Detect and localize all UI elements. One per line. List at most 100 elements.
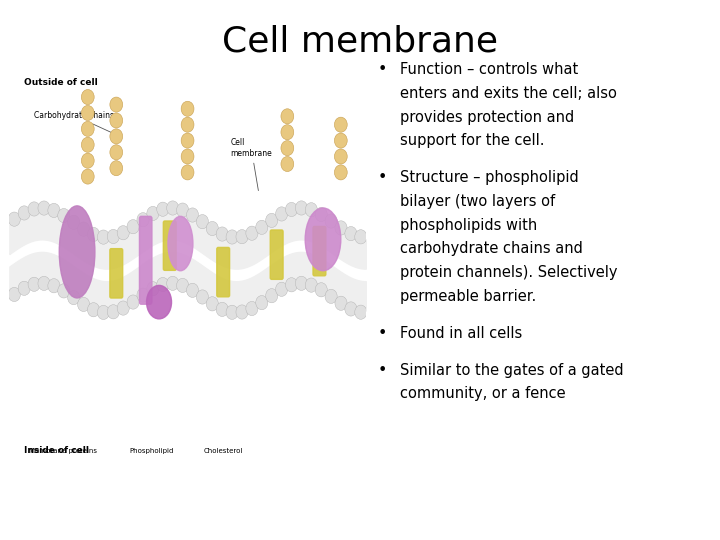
- Circle shape: [58, 284, 70, 298]
- Text: Cell
membrane: Cell membrane: [230, 138, 272, 191]
- Circle shape: [226, 305, 238, 320]
- Circle shape: [334, 117, 347, 132]
- Text: •: •: [378, 363, 387, 377]
- Circle shape: [18, 206, 30, 220]
- Circle shape: [246, 226, 258, 240]
- FancyBboxPatch shape: [140, 217, 152, 304]
- Circle shape: [206, 296, 218, 311]
- Circle shape: [117, 301, 130, 315]
- Circle shape: [110, 97, 122, 112]
- Ellipse shape: [147, 285, 171, 319]
- Circle shape: [68, 215, 80, 230]
- Text: support for the cell.: support for the cell.: [400, 133, 544, 148]
- Circle shape: [236, 305, 248, 319]
- Circle shape: [18, 281, 30, 295]
- Circle shape: [335, 296, 347, 310]
- Circle shape: [315, 283, 328, 297]
- Circle shape: [334, 165, 347, 180]
- Circle shape: [137, 288, 149, 302]
- Circle shape: [81, 105, 94, 120]
- FancyBboxPatch shape: [110, 248, 122, 298]
- Circle shape: [295, 276, 307, 291]
- Circle shape: [181, 101, 194, 116]
- Circle shape: [345, 226, 357, 241]
- Circle shape: [181, 149, 194, 164]
- Circle shape: [28, 202, 40, 216]
- Circle shape: [281, 157, 294, 172]
- Text: protein channels). Selectively: protein channels). Selectively: [400, 265, 617, 280]
- Circle shape: [315, 207, 328, 221]
- Circle shape: [305, 202, 318, 217]
- Circle shape: [295, 201, 307, 215]
- Circle shape: [97, 305, 109, 320]
- Text: Cell membrane: Cell membrane: [222, 24, 498, 58]
- Text: Inside of cell: Inside of cell: [24, 446, 89, 455]
- Circle shape: [186, 284, 199, 298]
- Circle shape: [8, 212, 20, 226]
- Circle shape: [28, 277, 40, 292]
- FancyBboxPatch shape: [270, 230, 283, 279]
- Circle shape: [216, 302, 228, 316]
- Text: provides protection and: provides protection and: [400, 110, 574, 125]
- Circle shape: [355, 230, 367, 244]
- Circle shape: [110, 113, 122, 128]
- Circle shape: [285, 278, 297, 292]
- Text: community, or a fence: community, or a fence: [400, 387, 565, 401]
- Circle shape: [87, 227, 99, 241]
- Circle shape: [181, 133, 194, 148]
- Circle shape: [137, 213, 149, 227]
- Circle shape: [107, 230, 120, 244]
- Circle shape: [147, 206, 159, 220]
- Circle shape: [276, 207, 288, 221]
- Circle shape: [216, 227, 228, 241]
- Text: enters and exits the cell; also: enters and exits the cell; also: [400, 86, 616, 101]
- Text: •: •: [378, 62, 387, 77]
- Circle shape: [276, 282, 288, 296]
- Circle shape: [266, 213, 278, 227]
- Circle shape: [127, 295, 139, 309]
- Circle shape: [166, 276, 179, 291]
- Circle shape: [181, 117, 194, 132]
- Text: Phospholipid: Phospholipid: [130, 448, 174, 454]
- Circle shape: [81, 90, 94, 105]
- Circle shape: [345, 302, 357, 316]
- Circle shape: [281, 125, 294, 140]
- Circle shape: [38, 201, 50, 215]
- FancyBboxPatch shape: [163, 221, 176, 271]
- Text: permeable barrier.: permeable barrier.: [400, 289, 536, 304]
- Circle shape: [97, 230, 109, 244]
- Circle shape: [176, 203, 189, 217]
- Circle shape: [325, 289, 337, 303]
- FancyBboxPatch shape: [313, 226, 326, 276]
- Circle shape: [334, 133, 347, 148]
- Circle shape: [206, 221, 218, 235]
- Text: Found in all cells: Found in all cells: [400, 326, 522, 341]
- Text: Membrane proteins: Membrane proteins: [29, 448, 96, 454]
- Circle shape: [281, 109, 294, 124]
- Circle shape: [48, 204, 60, 218]
- Circle shape: [78, 222, 90, 236]
- Circle shape: [166, 201, 179, 215]
- Circle shape: [157, 202, 169, 217]
- Circle shape: [355, 305, 367, 319]
- Circle shape: [176, 278, 189, 293]
- Circle shape: [87, 302, 99, 317]
- Circle shape: [305, 278, 318, 292]
- Circle shape: [281, 140, 294, 156]
- Circle shape: [110, 145, 122, 160]
- Circle shape: [81, 122, 94, 137]
- Circle shape: [68, 291, 80, 305]
- Text: Outside of cell: Outside of cell: [24, 78, 97, 87]
- Circle shape: [226, 230, 238, 244]
- Circle shape: [48, 279, 60, 293]
- Circle shape: [110, 129, 122, 144]
- Text: Structure – phospholipid: Structure – phospholipid: [400, 170, 578, 185]
- Circle shape: [236, 230, 248, 244]
- Text: bilayer (two layers of: bilayer (two layers of: [400, 194, 554, 209]
- Circle shape: [186, 208, 199, 222]
- Ellipse shape: [168, 217, 193, 271]
- Circle shape: [325, 214, 337, 228]
- Text: phospholipids with: phospholipids with: [400, 218, 537, 233]
- Ellipse shape: [59, 206, 95, 298]
- Text: Cholesterol: Cholesterol: [204, 448, 243, 454]
